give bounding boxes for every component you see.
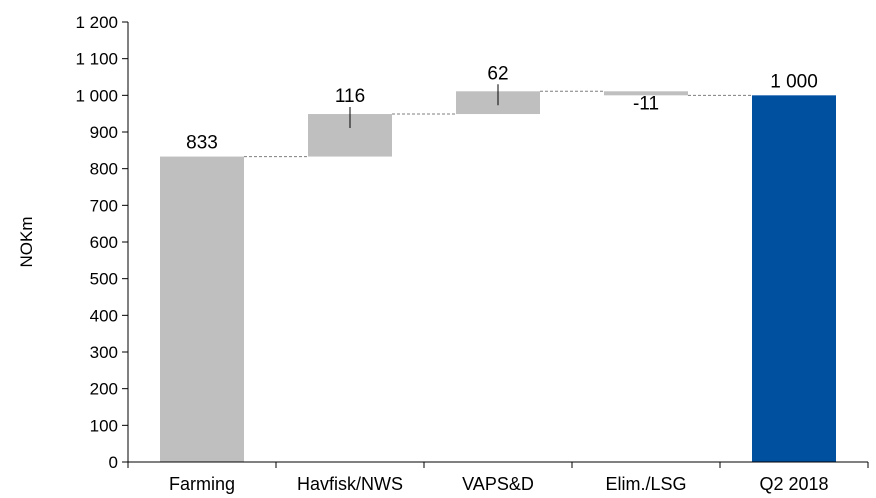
x-tick-label: Elim./LSG bbox=[605, 474, 686, 494]
bar bbox=[604, 91, 688, 96]
x-axis: Farming Havfisk/NWS VAPS&D Elim./LSG Q2 2018 bbox=[127, 461, 869, 494]
y-tick-label: 1 000 bbox=[75, 86, 118, 105]
y-tick-label: 1 100 bbox=[75, 50, 118, 69]
data-label: 1 000 bbox=[770, 71, 818, 92]
y-axis-label: NOKm bbox=[17, 217, 36, 268]
y-tick-label: 400 bbox=[90, 306, 118, 325]
x-tick-label: VAPS&D bbox=[462, 474, 534, 494]
y-tick-label: 100 bbox=[90, 416, 118, 435]
x-tick-label: Havfisk/NWS bbox=[297, 474, 403, 494]
data-label: 833 bbox=[186, 133, 218, 154]
y-tick-label: 700 bbox=[90, 196, 118, 215]
y-tick-label: 1 200 bbox=[75, 13, 118, 32]
bar bbox=[752, 95, 836, 462]
data-label: -11 bbox=[633, 93, 659, 114]
y-tick-label: 900 bbox=[90, 123, 118, 142]
y-tick-label: 800 bbox=[90, 160, 118, 179]
y-tick-label: 600 bbox=[90, 233, 118, 252]
connector-lines bbox=[244, 90, 752, 158]
x-tick-label: Q2 2018 bbox=[759, 474, 828, 494]
x-tick-label: Farming bbox=[169, 474, 235, 494]
y-axis: 0 100 200 300 400 500 600 700 800 900 1 000 1 100 1 … bbox=[75, 13, 129, 472]
data-labels: 833 116 62 -11 1 000 bbox=[186, 63, 818, 153]
bars bbox=[160, 91, 836, 463]
y-tick-label: 200 bbox=[90, 380, 118, 399]
y-tick-label: 300 bbox=[90, 343, 118, 362]
y-tick-label: 0 bbox=[109, 453, 118, 472]
bar bbox=[160, 156, 244, 463]
y-tick-label: 500 bbox=[90, 270, 118, 289]
data-label: 62 bbox=[487, 63, 508, 84]
data-label: 116 bbox=[335, 86, 365, 107]
